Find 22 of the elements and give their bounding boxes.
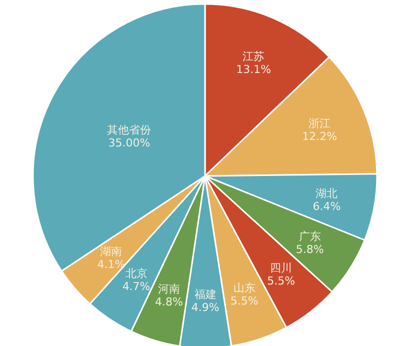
slice-label: 北京	[125, 267, 148, 280]
data-label: 13.1%	[236, 63, 272, 76]
data-label: 35.00%	[108, 136, 150, 150]
slice-label: 江苏	[242, 50, 265, 64]
slice-label: 广东	[298, 230, 321, 243]
data-label: 4.1%	[97, 258, 126, 271]
slice-label: 湖北	[316, 186, 338, 200]
slice-label: 其他省份	[107, 123, 152, 136]
slice-label: 四川	[270, 262, 292, 275]
slice-label: 浙江	[308, 117, 331, 130]
slice-label: 福建	[194, 288, 216, 301]
slice-label: 河南	[158, 282, 180, 296]
slice-label: 山东	[233, 281, 256, 294]
data-label: 5.8%	[296, 242, 324, 256]
data-label: 5.5%	[267, 274, 296, 288]
data-label: 12.2%	[302, 130, 338, 144]
data-label: 4.8%	[154, 295, 183, 308]
slice-label: 湖南	[100, 244, 122, 258]
data-label: 6.4%	[312, 200, 341, 213]
data-label: 4.9%	[191, 300, 220, 314]
data-label: 5.5%	[230, 294, 258, 308]
data-label: 4.7%	[122, 280, 150, 294]
